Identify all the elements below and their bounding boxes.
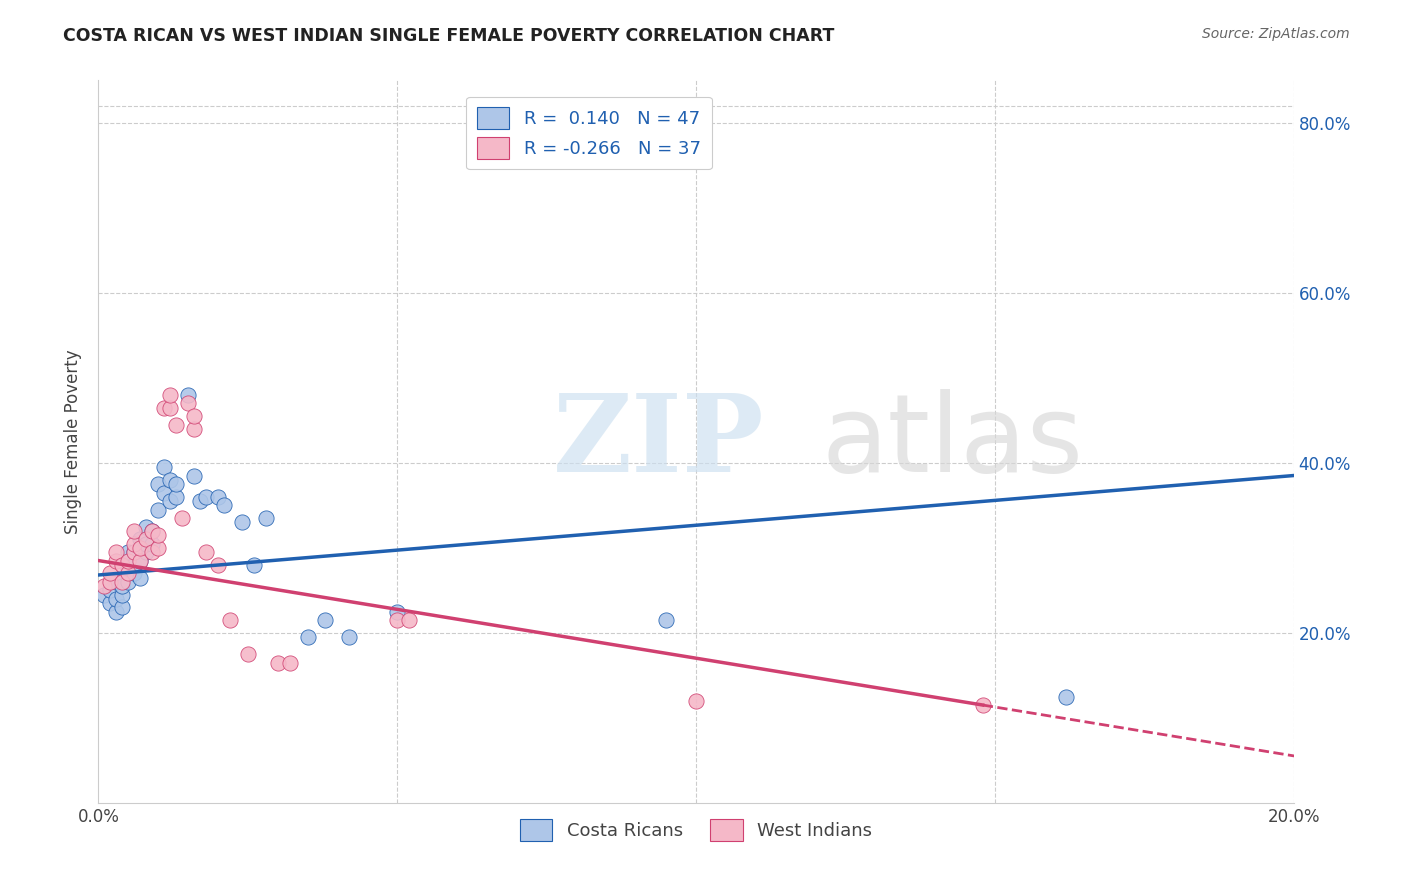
- Point: [111, 600, 134, 615]
- Point: [685, 694, 707, 708]
- Point: [124, 536, 146, 550]
- Point: [195, 490, 218, 504]
- Legend: Costa Ricans, West Indians: Costa Ricans, West Indians: [513, 812, 879, 848]
- Point: [231, 516, 253, 530]
- Point: [195, 545, 218, 559]
- Point: [98, 566, 122, 581]
- Point: [117, 566, 139, 581]
- Point: [212, 498, 235, 512]
- Point: [148, 502, 170, 516]
- Point: [117, 545, 139, 559]
- Point: [111, 558, 134, 572]
- Point: [165, 417, 187, 432]
- Point: [124, 558, 146, 572]
- Point: [339, 630, 361, 644]
- Point: [135, 519, 157, 533]
- Point: [135, 533, 157, 547]
- Point: [165, 490, 187, 504]
- Point: [315, 613, 337, 627]
- Point: [172, 511, 194, 525]
- Text: Source: ZipAtlas.com: Source: ZipAtlas.com: [1202, 27, 1350, 41]
- Point: [148, 528, 170, 542]
- Point: [219, 613, 242, 627]
- Point: [385, 605, 409, 619]
- Point: [98, 583, 122, 598]
- Point: [105, 574, 128, 589]
- Point: [129, 553, 152, 567]
- Point: [972, 698, 994, 712]
- Point: [105, 545, 128, 559]
- Point: [243, 558, 266, 572]
- Point: [148, 477, 170, 491]
- Point: [141, 524, 163, 538]
- Point: [159, 494, 181, 508]
- Point: [398, 613, 420, 627]
- Point: [183, 422, 205, 436]
- Point: [117, 553, 139, 567]
- Point: [93, 579, 115, 593]
- Point: [98, 574, 122, 589]
- Point: [655, 613, 678, 627]
- Text: COSTA RICAN VS WEST INDIAN SINGLE FEMALE POVERTY CORRELATION CHART: COSTA RICAN VS WEST INDIAN SINGLE FEMALE…: [63, 27, 835, 45]
- Point: [117, 553, 139, 567]
- Point: [129, 570, 152, 584]
- Point: [105, 605, 128, 619]
- Text: atlas: atlas: [821, 389, 1084, 494]
- Point: [254, 511, 277, 525]
- Point: [129, 533, 152, 547]
- Point: [159, 401, 181, 415]
- Point: [124, 524, 146, 538]
- Point: [153, 485, 176, 500]
- Point: [124, 566, 146, 581]
- Point: [297, 630, 319, 644]
- Point: [188, 494, 211, 508]
- Point: [207, 490, 229, 504]
- Point: [124, 545, 146, 559]
- Point: [141, 536, 163, 550]
- Point: [159, 388, 181, 402]
- Point: [117, 562, 139, 576]
- Point: [148, 541, 170, 555]
- Point: [153, 401, 176, 415]
- Y-axis label: Single Female Poverty: Single Female Poverty: [65, 350, 83, 533]
- Point: [117, 574, 139, 589]
- Point: [135, 536, 157, 550]
- Point: [129, 541, 152, 555]
- Point: [111, 574, 134, 589]
- Point: [141, 545, 163, 559]
- Point: [111, 579, 134, 593]
- Point: [278, 656, 301, 670]
- Point: [105, 553, 128, 567]
- Text: ZIP: ZIP: [553, 389, 763, 494]
- Point: [207, 558, 229, 572]
- Point: [141, 524, 163, 538]
- Point: [153, 460, 176, 475]
- Point: [177, 396, 200, 410]
- Point: [177, 388, 200, 402]
- Point: [129, 553, 152, 567]
- Point: [124, 545, 146, 559]
- Point: [159, 473, 181, 487]
- Point: [111, 588, 134, 602]
- Point: [98, 596, 122, 610]
- Point: [183, 468, 205, 483]
- Point: [135, 545, 157, 559]
- Point: [385, 613, 409, 627]
- Point: [236, 647, 259, 661]
- Point: [183, 409, 205, 423]
- Point: [165, 477, 187, 491]
- Point: [93, 588, 115, 602]
- Point: [1056, 690, 1078, 704]
- Point: [105, 591, 128, 606]
- Point: [267, 656, 290, 670]
